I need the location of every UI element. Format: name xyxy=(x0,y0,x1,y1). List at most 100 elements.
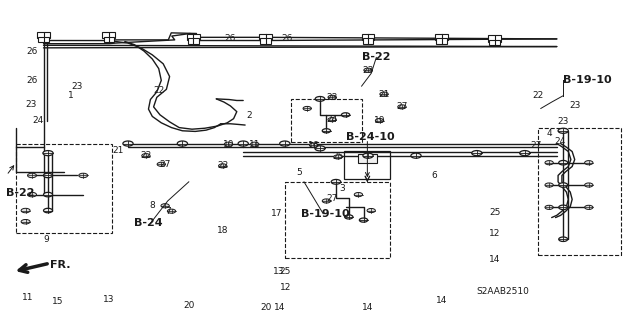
Circle shape xyxy=(585,183,593,187)
Bar xyxy=(37,32,50,38)
Text: 27: 27 xyxy=(396,102,408,111)
Circle shape xyxy=(218,164,227,168)
Text: 11: 11 xyxy=(22,293,33,302)
Text: 3: 3 xyxy=(340,184,345,193)
Circle shape xyxy=(559,160,568,165)
Circle shape xyxy=(79,173,88,178)
Text: 23: 23 xyxy=(25,100,36,109)
Circle shape xyxy=(332,179,341,184)
Text: 1: 1 xyxy=(68,91,73,100)
Circle shape xyxy=(238,141,248,146)
Circle shape xyxy=(559,205,568,210)
Text: B-24-10: B-24-10 xyxy=(346,132,394,142)
Text: 23: 23 xyxy=(71,82,83,91)
Text: 20: 20 xyxy=(260,303,271,312)
Circle shape xyxy=(251,142,259,146)
Bar xyxy=(362,33,374,40)
Circle shape xyxy=(559,183,568,187)
Circle shape xyxy=(168,209,175,213)
Bar xyxy=(435,33,448,40)
Circle shape xyxy=(224,142,233,146)
Bar xyxy=(436,38,447,44)
Text: 25: 25 xyxy=(332,152,344,161)
Text: 22: 22 xyxy=(217,161,228,170)
Circle shape xyxy=(545,161,553,165)
Circle shape xyxy=(558,128,568,133)
Circle shape xyxy=(367,209,375,212)
Text: 27: 27 xyxy=(159,160,171,169)
Text: 26: 26 xyxy=(281,34,292,43)
Text: 14: 14 xyxy=(436,296,447,305)
Circle shape xyxy=(280,141,290,146)
Circle shape xyxy=(545,183,553,187)
Circle shape xyxy=(123,141,133,146)
Text: B-22: B-22 xyxy=(6,188,35,198)
Bar xyxy=(358,154,377,163)
Bar xyxy=(38,37,49,42)
Circle shape xyxy=(328,118,337,122)
Circle shape xyxy=(364,68,372,72)
Text: 27: 27 xyxy=(326,194,338,203)
Bar xyxy=(188,38,198,44)
Text: 15: 15 xyxy=(52,297,63,306)
Text: 24: 24 xyxy=(554,137,566,146)
Circle shape xyxy=(44,208,52,213)
Text: 8: 8 xyxy=(150,201,155,210)
Text: 24: 24 xyxy=(326,115,338,124)
Circle shape xyxy=(44,192,52,197)
Text: 26: 26 xyxy=(26,47,38,56)
Circle shape xyxy=(43,151,53,156)
Bar xyxy=(102,32,115,38)
Text: 4: 4 xyxy=(547,129,552,138)
Circle shape xyxy=(380,92,388,96)
Circle shape xyxy=(411,153,421,158)
Circle shape xyxy=(472,151,482,156)
Text: 21: 21 xyxy=(378,90,390,99)
Text: 25: 25 xyxy=(489,208,500,217)
Text: 2: 2 xyxy=(247,111,252,120)
Bar xyxy=(104,37,114,42)
Circle shape xyxy=(359,218,367,222)
Text: 22: 22 xyxy=(153,86,164,95)
Circle shape xyxy=(303,106,312,110)
Text: B-22: B-22 xyxy=(362,52,390,63)
Circle shape xyxy=(322,129,331,133)
Bar xyxy=(16,144,112,233)
Text: S2AAB2510: S2AAB2510 xyxy=(477,287,530,296)
Text: 10: 10 xyxy=(223,140,234,149)
Bar xyxy=(490,40,500,45)
Text: 7: 7 xyxy=(166,207,171,216)
Bar xyxy=(344,151,390,179)
Text: 25: 25 xyxy=(280,267,291,276)
Circle shape xyxy=(520,151,530,156)
Bar xyxy=(259,33,272,40)
Text: B-24: B-24 xyxy=(134,218,163,228)
Circle shape xyxy=(142,154,150,158)
Text: 13: 13 xyxy=(273,267,284,276)
Text: 16: 16 xyxy=(308,141,319,150)
Circle shape xyxy=(344,215,353,219)
Text: 14: 14 xyxy=(489,255,500,263)
Text: 18: 18 xyxy=(217,226,228,235)
Circle shape xyxy=(157,162,165,167)
Circle shape xyxy=(585,205,593,210)
Text: 23: 23 xyxy=(326,93,338,102)
Text: 21: 21 xyxy=(113,146,124,155)
Circle shape xyxy=(44,173,52,178)
Bar xyxy=(285,182,390,258)
Text: 19: 19 xyxy=(374,116,385,125)
Circle shape xyxy=(322,199,331,203)
Circle shape xyxy=(398,105,406,109)
Text: 22: 22 xyxy=(532,91,543,100)
Circle shape xyxy=(342,113,350,117)
Text: B-19-10: B-19-10 xyxy=(301,209,349,219)
Text: 12: 12 xyxy=(280,283,291,292)
Circle shape xyxy=(21,208,30,213)
Circle shape xyxy=(559,237,568,241)
Bar xyxy=(187,33,200,40)
Bar xyxy=(538,128,621,255)
Bar xyxy=(488,35,501,41)
Text: 13: 13 xyxy=(103,295,115,304)
Circle shape xyxy=(355,192,363,197)
Circle shape xyxy=(315,96,325,101)
